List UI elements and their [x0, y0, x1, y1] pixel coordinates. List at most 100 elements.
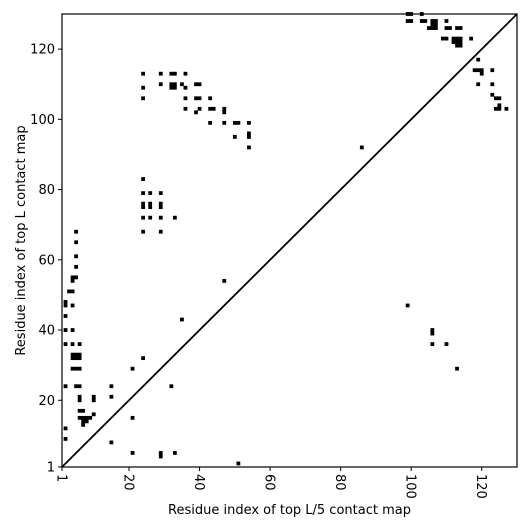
contact-point-upper	[158, 215, 163, 220]
contact-point-lower	[430, 342, 435, 346]
contact-point-lower	[91, 394, 96, 399]
contact-point-lower	[91, 398, 96, 403]
contact-point-lower	[70, 278, 75, 283]
y-tick-label: 1	[47, 461, 55, 476]
contact-point-upper	[148, 191, 153, 195]
contact-point-lower	[63, 426, 68, 431]
contact-point-upper	[197, 96, 202, 101]
contact-point-upper	[493, 106, 498, 111]
contact-point-lower	[74, 366, 79, 371]
contact-point-upper	[451, 40, 456, 44]
contact-point-upper	[211, 106, 216, 111]
contact-point-upper	[141, 85, 146, 90]
contact-point-lower	[70, 342, 75, 346]
plot-frame	[61, 13, 518, 468]
contact-point-upper	[183, 85, 188, 90]
contact-point-lower	[77, 398, 82, 403]
contact-point-upper	[493, 96, 498, 101]
contact-point-upper	[194, 82, 198, 87]
contact-point-upper	[194, 96, 198, 101]
contact-point-upper	[247, 120, 251, 125]
contact-point-lower	[172, 451, 177, 455]
contact-point-lower	[63, 384, 68, 389]
contact-point-upper	[158, 205, 163, 210]
contact-point-upper	[141, 177, 146, 181]
contact-point-lower	[81, 419, 86, 424]
contact-point-lower	[130, 415, 135, 420]
contact-point-upper	[458, 43, 463, 48]
contact-point-upper	[236, 120, 241, 125]
contact-point-lower	[70, 352, 75, 357]
y-tick-label: 40	[38, 324, 55, 339]
x-tick-label: 80	[332, 474, 347, 491]
contact-point-upper	[222, 120, 227, 125]
contact-point-upper	[458, 36, 463, 41]
contact-point-upper	[476, 57, 481, 62]
contact-point-upper	[458, 40, 463, 44]
contact-point-upper	[451, 36, 456, 41]
contact-point-lower	[455, 366, 459, 371]
contact-point-upper	[504, 106, 509, 111]
contact-point-lower	[74, 229, 79, 234]
contact-point-lower	[74, 352, 79, 357]
contact-point-lower	[70, 356, 75, 361]
contact-point-upper	[141, 205, 146, 210]
contact-point-upper	[455, 40, 459, 44]
contact-point-lower	[70, 303, 75, 308]
contact-point-upper	[172, 215, 177, 220]
contact-point-upper	[405, 19, 410, 23]
contact-point-lower	[77, 342, 82, 346]
contact-point-lower	[169, 384, 174, 389]
contact-point-upper	[430, 19, 435, 23]
contact-point-upper	[208, 120, 213, 125]
contact-point-lower	[70, 275, 75, 280]
contact-point-lower	[81, 415, 86, 420]
y-tick-label: 60	[38, 253, 55, 268]
contact-point-lower	[67, 289, 71, 294]
contact-point-upper	[359, 145, 364, 150]
contact-point-upper	[497, 106, 502, 111]
y-axis-label: Residue index of top L contact map	[14, 125, 29, 355]
contact-point-lower	[158, 451, 163, 455]
x-tick-label: 60	[262, 474, 277, 491]
contact-point-upper	[232, 135, 237, 139]
x-tick-label: 20	[121, 474, 136, 491]
contact-point-upper	[158, 191, 163, 195]
contact-point-lower	[430, 331, 435, 336]
contact-point-upper	[419, 19, 424, 23]
contact-point-lower	[77, 415, 82, 420]
contact-point-lower	[63, 328, 68, 332]
contact-point-upper	[169, 82, 174, 87]
contact-point-lower	[405, 303, 410, 308]
diagonal-line	[61, 13, 518, 468]
y-tick-label: 100	[30, 113, 55, 128]
contact-point-lower	[74, 254, 79, 259]
contact-point-upper	[433, 19, 438, 23]
contact-point-upper	[141, 96, 146, 101]
contact-point-lower	[77, 408, 82, 413]
contact-point-upper	[172, 71, 177, 76]
contact-point-lower	[236, 461, 241, 466]
contact-point-upper	[158, 82, 163, 87]
contact-point-lower	[84, 415, 89, 420]
contact-point-lower	[63, 303, 68, 308]
contact-point-lower	[88, 415, 93, 420]
contact-point-upper	[183, 106, 188, 111]
contact-point-lower	[74, 275, 79, 280]
contact-point-lower	[77, 384, 82, 389]
contact-point-upper	[455, 26, 459, 30]
contact-point-upper	[423, 19, 428, 23]
contact-point-upper	[141, 191, 146, 195]
contact-point-upper	[409, 19, 414, 23]
contact-point-upper	[479, 68, 484, 73]
contact-point-upper	[148, 201, 153, 206]
points-layer	[63, 12, 509, 466]
contact-point-upper	[490, 68, 495, 73]
contact-point-lower	[109, 384, 114, 389]
contact-point-upper	[141, 229, 146, 234]
contact-point-upper	[183, 96, 188, 101]
contact-point-lower	[91, 412, 96, 417]
contact-point-upper	[208, 96, 213, 101]
x-axis-ticks: 1 20 40 60 80 100 120	[54, 467, 488, 499]
